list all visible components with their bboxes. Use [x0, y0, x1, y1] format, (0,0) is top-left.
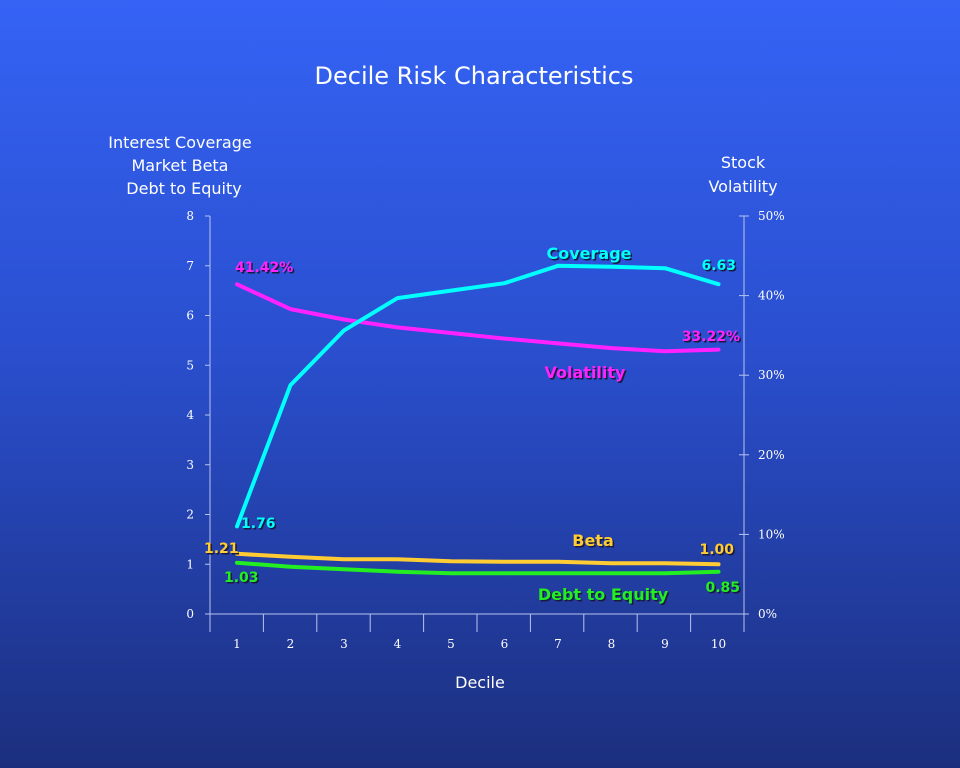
- label-layer: CoverageCoverageVolatilityVolatilityBeta…: [204, 244, 742, 606]
- coverage-series-label-shadow: Coverage: [548, 246, 633, 265]
- coverage-start-label: 1.76: [241, 516, 276, 532]
- left-axis-tick-label: 4: [186, 408, 194, 422]
- left-axis-title-line-2: Market Beta: [132, 156, 229, 175]
- x-axis-tick-label: 2: [287, 637, 295, 651]
- right-axis-tick-label: 10%: [758, 527, 785, 541]
- beta-start-label: 1.21: [204, 541, 239, 557]
- x-axis-tick-label: 6: [501, 637, 509, 651]
- debt-to-equity-series-label-shadow: Debt to Equity: [539, 587, 670, 606]
- right-axis-title-line-1: Stock: [721, 153, 766, 172]
- x-axis-title: Decile: [455, 673, 505, 692]
- left-axis-tick-label: 1: [186, 557, 194, 571]
- beta-start-label-shadow: 1.21: [206, 543, 241, 559]
- series-line-volatility: [235, 282, 721, 354]
- series-line-coverage: [235, 263, 721, 529]
- left-axis-tick-label: 7: [186, 259, 194, 273]
- coverage-end-label: 6.63: [701, 258, 736, 274]
- right-axis-tick-label: 40%: [758, 289, 785, 303]
- coverage-series-label: Coverage: [546, 244, 631, 263]
- left-axis-tick-label: 2: [186, 508, 194, 522]
- coverage-start-label-shadow: 1.76: [243, 518, 278, 534]
- chart-title: Decile Risk Characteristics: [315, 62, 634, 90]
- series-line-debt-to-equity: [235, 560, 721, 576]
- left-axis-title-line-1: Interest Coverage: [108, 133, 251, 152]
- right-axis-tick-label: 20%: [758, 448, 785, 462]
- left-axis-title-line-3: Debt to Equity: [126, 179, 241, 198]
- x-axis-tick-label: 10: [711, 637, 726, 651]
- coverage-end-label-shadow: 6.63: [703, 260, 738, 276]
- volatility-end-label: 33.22%: [682, 329, 740, 345]
- left-axis-tick-label: 5: [186, 358, 194, 372]
- debt-to-equity-series-label: Debt to Equity: [538, 585, 669, 604]
- beta-end-label: 1.00: [699, 542, 734, 558]
- left-axis-tick-label: 3: [186, 458, 194, 472]
- x-axis-tick-label: 9: [661, 637, 669, 651]
- left-axis-tick-label: 8: [186, 209, 194, 223]
- x-axis-tick-label: 3: [340, 637, 348, 651]
- right-axis-tick-label: 0%: [758, 607, 777, 621]
- beta-series-label: Beta: [572, 531, 614, 550]
- x-axis-tick-label: 8: [608, 637, 616, 651]
- x-axis-tick-label: 4: [394, 637, 402, 651]
- debt-to-equity-end-label-shadow: 0.85: [707, 582, 742, 598]
- debt-to-equity-start-label-shadow: 1.03: [226, 572, 261, 588]
- debt-to-equity-start-label: 1.03: [224, 570, 259, 586]
- x-axis-tick-label: 1: [233, 637, 241, 651]
- volatility-series-label: Volatility: [545, 363, 627, 382]
- volatility-series-label-shadow: Volatility: [546, 365, 628, 384]
- right-axis-title-line-2: Volatility: [708, 177, 777, 196]
- right-axis-tick-label: 30%: [758, 368, 785, 382]
- debt-to-equity-end-label: 0.85: [705, 580, 740, 596]
- x-axis-tick-label: 7: [554, 637, 562, 651]
- series-layer: [235, 263, 721, 576]
- beta-end-label-shadow: 1.00: [701, 544, 736, 560]
- volatility-start-label-shadow: 41.42%: [237, 262, 295, 278]
- series-line-beta: [235, 551, 721, 567]
- left-axis-tick-label: 6: [186, 309, 194, 323]
- volatility-end-label-shadow: 33.22%: [683, 331, 741, 347]
- axes: 0 1 2 3 4 5 6 7 8 0% 10% 20% 30% 40% 50% 1 2 3 4 5 6 7 8 9 10: [186, 209, 784, 651]
- beta-series-label-shadow: Beta: [574, 533, 616, 552]
- left-axis-tick-label: 0: [186, 607, 194, 621]
- volatility-start-label: 41.42%: [235, 260, 293, 276]
- right-axis-tick-label: 50%: [758, 209, 785, 223]
- x-axis-tick-label: 5: [447, 637, 455, 651]
